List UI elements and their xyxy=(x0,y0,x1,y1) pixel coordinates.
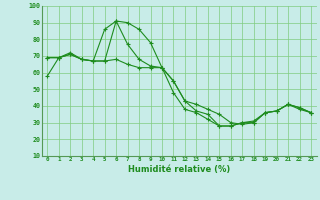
X-axis label: Humidité relative (%): Humidité relative (%) xyxy=(128,165,230,174)
